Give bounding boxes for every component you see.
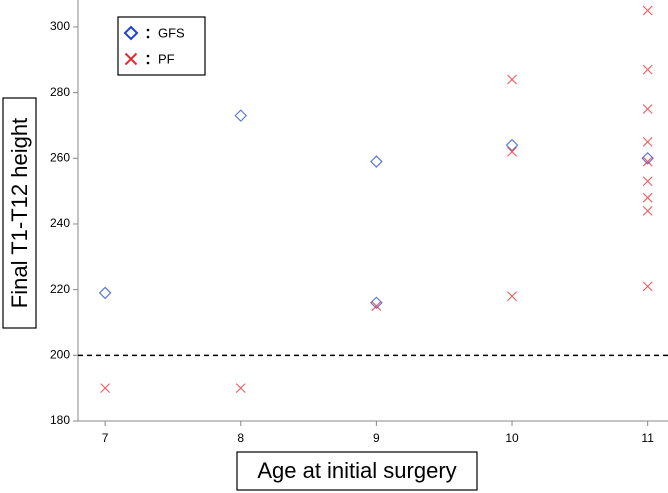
point bbox=[642, 64, 653, 75]
x-tick-label: 7 bbox=[102, 431, 109, 445]
point bbox=[505, 138, 519, 152]
point bbox=[235, 383, 246, 394]
legend-separator bbox=[146, 54, 150, 58]
point bbox=[642, 5, 653, 16]
point bbox=[642, 192, 653, 203]
x-label-box bbox=[236, 451, 478, 491]
point bbox=[642, 281, 653, 292]
y-tick-label: 200 bbox=[50, 347, 70, 361]
x-tick-label: 10 bbox=[505, 431, 519, 445]
point bbox=[234, 109, 248, 122]
point bbox=[642, 205, 653, 216]
point bbox=[642, 156, 653, 167]
x-axis-label: Age at initial surgery bbox=[257, 458, 456, 483]
legend-separator bbox=[146, 35, 150, 39]
point bbox=[642, 136, 653, 147]
legend-marker bbox=[124, 52, 138, 66]
y-label-box bbox=[2, 97, 37, 329]
point bbox=[507, 74, 517, 85]
x-tick-label: 9 bbox=[373, 431, 380, 445]
point bbox=[98, 286, 112, 300]
point bbox=[507, 291, 517, 302]
point bbox=[507, 146, 517, 157]
legend-label: PF bbox=[158, 51, 175, 66]
y-tick-label: 280 bbox=[50, 85, 70, 99]
point bbox=[642, 176, 653, 187]
legend-box bbox=[117, 16, 206, 76]
y-tick-label: 260 bbox=[50, 150, 70, 164]
y-axis-label: Final T1-T12 height bbox=[7, 118, 32, 308]
x-tick-label: 11 bbox=[641, 431, 654, 445]
point bbox=[371, 301, 382, 311]
point bbox=[100, 383, 111, 394]
point bbox=[641, 152, 654, 165]
y-tick-label: 300 bbox=[50, 19, 70, 33]
y-tick-label: 220 bbox=[50, 282, 70, 296]
x-tick-label: 8 bbox=[237, 431, 244, 445]
point bbox=[370, 296, 383, 310]
point bbox=[642, 104, 653, 114]
legend-separator bbox=[146, 28, 150, 32]
point bbox=[370, 155, 383, 168]
legend-label: GFS bbox=[158, 25, 185, 40]
legend-marker bbox=[123, 25, 139, 41]
legend-separator bbox=[146, 61, 150, 65]
y-tick-label: 240 bbox=[50, 216, 70, 230]
y-tick-label: 180 bbox=[50, 413, 70, 427]
